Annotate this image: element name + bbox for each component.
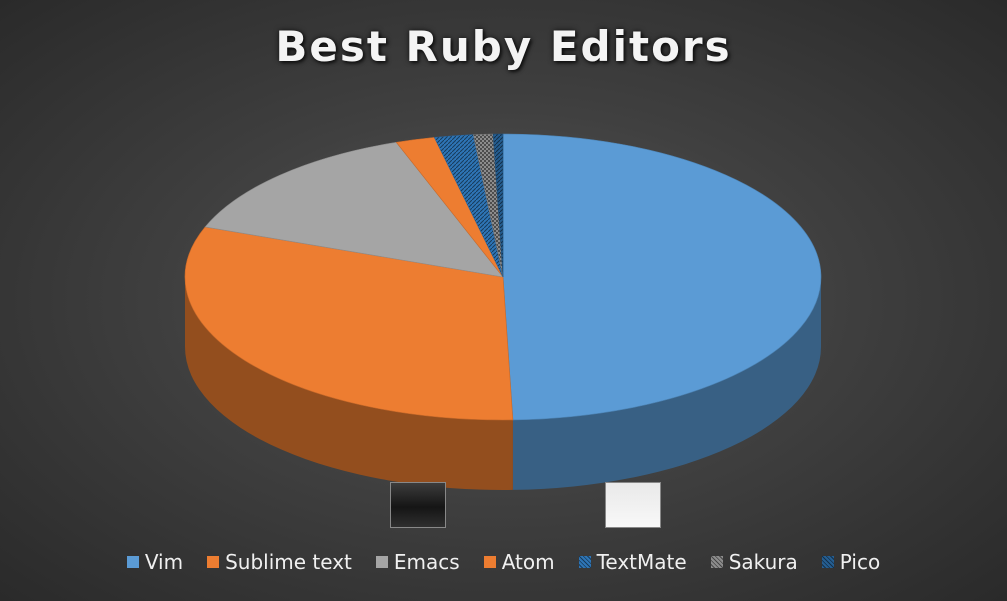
legend-swatch-sublime-text <box>207 556 220 568</box>
legend-label-textmate: TextMate <box>596 550 687 574</box>
slice-vim <box>502 133 822 421</box>
legend: Vim Sublime text Emacs Atom TextMate Sakura Pi… <box>0 482 1007 574</box>
side-wall-vim <box>512 277 821 490</box>
legend-swatch-pico <box>821 556 834 568</box>
chart-title: Best Ruby Editors <box>275 22 732 71</box>
legend-label-sakura: Sakura <box>728 550 798 574</box>
legend-swatch-atom <box>483 556 496 568</box>
legend-item-emacs: Emacs <box>375 482 460 574</box>
legend-label-emacs: Emacs <box>393 550 460 574</box>
legend-label-vim: Vim <box>144 550 184 574</box>
legend-item-vim: Vim <box>126 550 184 574</box>
avatar <box>604 482 661 528</box>
legend-item-sakura: Sakura <box>710 550 798 574</box>
legend-swatch-sakura <box>710 556 723 568</box>
legend-label-sublime-text: Sublime text <box>225 550 352 574</box>
legend-item-textmate: TextMate <box>578 482 687 574</box>
legend-swatch-emacs <box>375 556 388 568</box>
slice-emacs <box>204 141 504 278</box>
legend-label-atom: Atom <box>501 550 555 574</box>
pie-top <box>184 133 822 421</box>
legend-swatch-vim <box>126 556 139 568</box>
legend-item-pico: Pico <box>821 550 881 574</box>
avatar <box>389 482 446 528</box>
legend-item-atom: Atom <box>483 550 555 574</box>
side-wall-sublime-text <box>185 277 513 490</box>
slice-sublime-text <box>184 226 514 421</box>
pie-side-walls <box>185 277 821 490</box>
slice-pico <box>492 133 504 278</box>
legend-item-sublime-text: Sublime text <box>207 550 352 574</box>
legend-label-pico: Pico <box>839 550 881 574</box>
legend-swatch-textmate <box>578 556 591 568</box>
